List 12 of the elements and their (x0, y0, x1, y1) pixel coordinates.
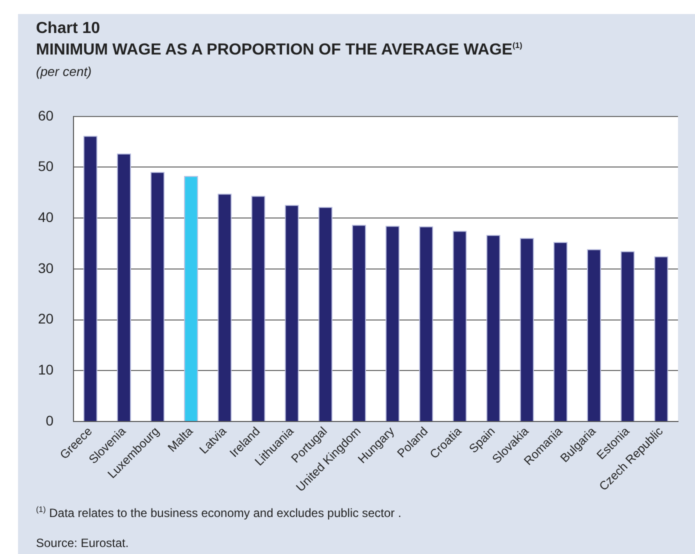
y-tick-label: 50 (38, 158, 54, 174)
source-note: Source: Eurostat. (36, 536, 129, 550)
y-tick-label: 0 (46, 412, 54, 428)
y-tick-label: 10 (38, 361, 54, 378)
y-axis-title: (per cent) (36, 64, 92, 79)
y-tick-label: 60 (38, 107, 54, 124)
chart-subtitle: MINIMUM WAGE AS A PROPORTION OF THE AVERAGE WAGE$^{(1)}$ (36, 41, 522, 60)
text: $^{(1)}$ Data relates to the business economy and excludes public sector . (36, 505, 402, 520)
y-tick-label: 40 (38, 208, 54, 225)
y-tick-label: 20 (38, 310, 54, 327)
y-tick-label: 30 (38, 260, 54, 276)
chart-title: Chart 10 (36, 20, 100, 38)
